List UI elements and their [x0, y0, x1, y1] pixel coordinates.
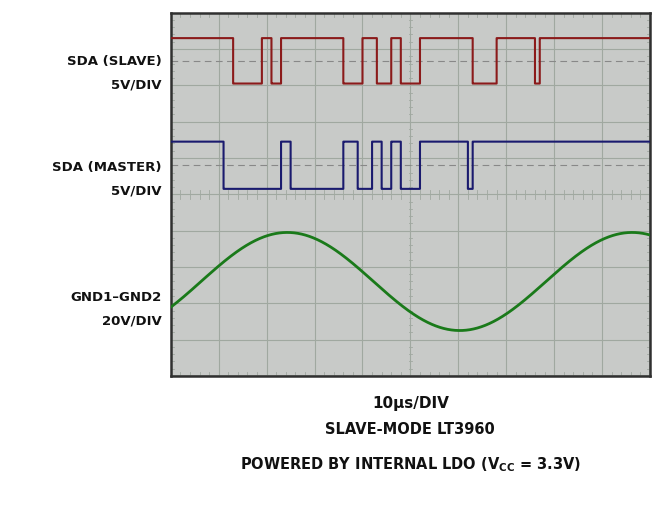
Text: 5V/DIV: 5V/DIV — [111, 184, 161, 197]
Text: 10μs/DIV: 10μs/DIV — [372, 396, 449, 411]
Text: SDA (MASTER): SDA (MASTER) — [52, 161, 161, 174]
Text: POWERED BY INTERNAL LDO (V$_{\mathregular{CC}}$ = 3.3V): POWERED BY INTERNAL LDO (V$_{\mathregula… — [240, 456, 580, 474]
Text: SLAVE-MODE LT3960: SLAVE-MODE LT3960 — [325, 422, 495, 437]
Text: SDA (SLAVE): SDA (SLAVE) — [66, 55, 161, 68]
Text: GND1–GND2: GND1–GND2 — [70, 291, 161, 304]
Text: 5V/DIV: 5V/DIV — [111, 79, 161, 92]
Text: 20V/DIV: 20V/DIV — [102, 315, 161, 328]
